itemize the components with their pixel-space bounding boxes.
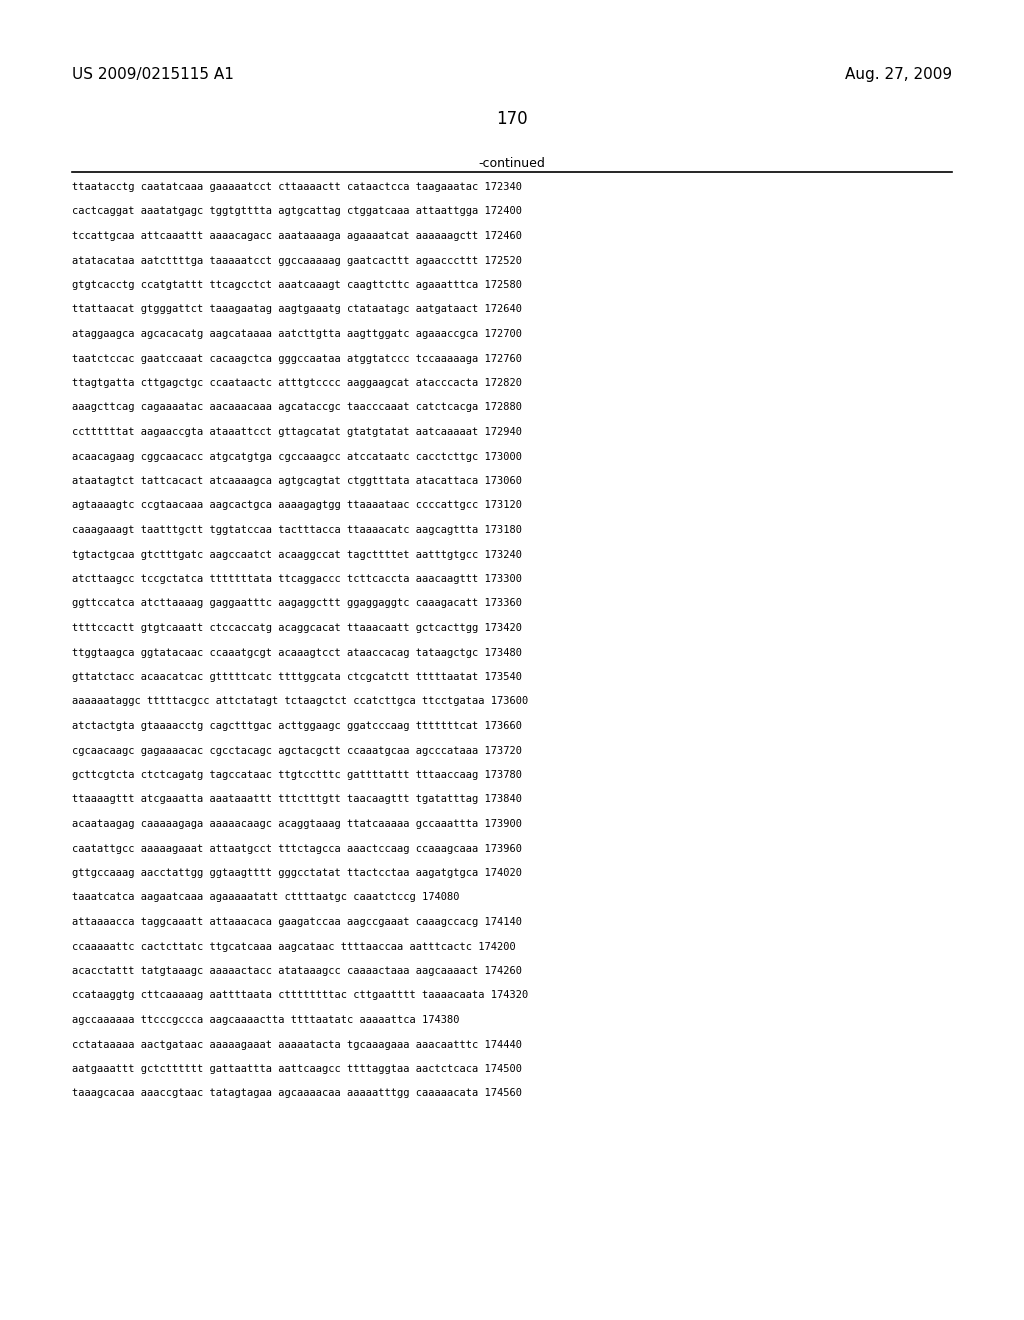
Text: ataggaagca agcacacatg aagcataaaa aatcttgtta aagttggatc agaaaccgca 172700: ataggaagca agcacacatg aagcataaaa aatcttg… <box>72 329 522 339</box>
Text: Aug. 27, 2009: Aug. 27, 2009 <box>845 67 952 82</box>
Text: ggttccatca atcttaaaag gaggaatttc aagaggcttt ggaggaggtc caaagacatt 173360: ggttccatca atcttaaaag gaggaatttc aagaggc… <box>72 598 522 609</box>
Text: gttgccaaag aacctattgg ggtaagtttt gggcctatat ttactcctaa aagatgtgca 174020: gttgccaaag aacctattgg ggtaagtttt gggccta… <box>72 869 522 878</box>
Text: ataatagtct tattcacact atcaaaagca agtgcagtat ctggtttata atacattaca 173060: ataatagtct tattcacact atcaaaagca agtgcag… <box>72 477 522 486</box>
Text: 170: 170 <box>497 110 527 128</box>
Text: cactcaggat aaatatgagc tggtgtttta agtgcattag ctggatcaaa attaattgga 172400: cactcaggat aaatatgagc tggtgtttta agtgcat… <box>72 206 522 216</box>
Text: acacctattt tatgtaaagc aaaaactacc atataaagcc caaaactaaa aagcaaaact 174260: acacctattt tatgtaaagc aaaaactacc atataaa… <box>72 966 522 975</box>
Text: gtgtcacctg ccatgtattt ttcagcctct aaatcaaagt caagttcttc agaaatttca 172580: gtgtcacctg ccatgtattt ttcagcctct aaatcaa… <box>72 280 522 290</box>
Text: ttaatacctg caatatcaaa gaaaaatcct cttaaaactt cataactcca taagaaatac 172340: ttaatacctg caatatcaaa gaaaaatcct cttaaaa… <box>72 182 522 191</box>
Text: US 2009/0215115 A1: US 2009/0215115 A1 <box>72 67 233 82</box>
Text: ttattaacat gtgggattct taaagaatag aagtgaaatg ctataatagc aatgataact 172640: ttattaacat gtgggattct taaagaatag aagtgaa… <box>72 305 522 314</box>
Text: aaagcttcag cagaaaatac aacaaacaaa agcataccgc taacccaaat catctcacga 172880: aaagcttcag cagaaaatac aacaaacaaa agcatac… <box>72 403 522 412</box>
Text: ccaaaaattc cactcttatc ttgcatcaaa aagcataac ttttaaccaa aatttcactc 174200: ccaaaaattc cactcttatc ttgcatcaaa aagcata… <box>72 941 516 952</box>
Text: ttttccactt gtgtcaaatt ctccaccatg acaggcacat ttaaacaatt gctcacttgg 173420: ttttccactt gtgtcaaatt ctccaccatg acaggca… <box>72 623 522 634</box>
Text: gttatctacc acaacatcac gtttttcatc ttttggcata ctcgcatctt tttttaatat 173540: gttatctacc acaacatcac gtttttcatc ttttggc… <box>72 672 522 682</box>
Text: tgtactgcaa gtctttgatc aagccaatct acaaggccat tagcttttet aatttgtgcc 173240: tgtactgcaa gtctttgatc aagccaatct acaaggc… <box>72 549 522 560</box>
Text: ttaaaagttt atcgaaatta aaataaattt tttctttgtt taacaagttt tgatatttag 173840: ttaaaagttt atcgaaatta aaataaattt tttcttt… <box>72 795 522 804</box>
Text: attaaaacca taggcaaatt attaaacaca gaagatccaa aagccgaaat caaagccacg 174140: attaaaacca taggcaaatt attaaacaca gaagatc… <box>72 917 522 927</box>
Text: taaagcacaa aaaccgtaac tatagtagaa agcaaaacaa aaaaatttgg caaaaacata 174560: taaagcacaa aaaccgtaac tatagtagaa agcaaaa… <box>72 1089 522 1098</box>
Text: agccaaaaaa ttcccgccca aagcaaaactta ttttaatatc aaaaattca 174380: agccaaaaaa ttcccgccca aagcaaaactta tttta… <box>72 1015 460 1026</box>
Text: caatattgcc aaaaagaaat attaatgcct tttctagcca aaactccaag ccaaagcaaa 173960: caatattgcc aaaaagaaat attaatgcct tttctag… <box>72 843 522 854</box>
Text: aaaaaataggc tttttacgcc attctatagt tctaagctct ccatcttgca ttcctgataa 173600: aaaaaataggc tttttacgcc attctatagt tctaag… <box>72 697 528 706</box>
Text: acaacagaag cggcaacacc atgcatgtga cgccaaagcc atccataatc cacctcttgc 173000: acaacagaag cggcaacacc atgcatgtga cgccaaa… <box>72 451 522 462</box>
Text: gcttcgtcta ctctcagatg tagccataac ttgtcctttc gattttattt tttaaccaag 173780: gcttcgtcta ctctcagatg tagccataac ttgtcct… <box>72 770 522 780</box>
Text: ccataaggtg cttcaaaaag aattttaata cttttttttac cttgaatttt taaaacaata 174320: ccataaggtg cttcaaaaag aattttaata ctttttt… <box>72 990 528 1001</box>
Text: -continued: -continued <box>478 157 546 170</box>
Text: cctataaaaa aactgataac aaaaagaaat aaaaatacta tgcaaagaaa aaacaatttc 174440: cctataaaaa aactgataac aaaaagaaat aaaaata… <box>72 1040 522 1049</box>
Text: atcttaagcc tccgctatca tttttttata ttcaggaccc tcttcaccta aaacaagttt 173300: atcttaagcc tccgctatca tttttttata ttcagga… <box>72 574 522 583</box>
Text: ttggtaagca ggtatacaac ccaaatgcgt acaaagtcct ataaccacag tataagctgc 173480: ttggtaagca ggtatacaac ccaaatgcgt acaaagt… <box>72 648 522 657</box>
Text: caaagaaagt taatttgctt tggtatccaa tactttacca ttaaaacatc aagcagttta 173180: caaagaaagt taatttgctt tggtatccaa tacttta… <box>72 525 522 535</box>
Text: taatctccac gaatccaaat cacaagctca gggccaataa atggtatccc tccaaaaaga 172760: taatctccac gaatccaaat cacaagctca gggccaa… <box>72 354 522 363</box>
Text: cgcaacaagc gagaaaacac cgcctacagc agctacgctt ccaaatgcaa agcccataaa 173720: cgcaacaagc gagaaaacac cgcctacagc agctacg… <box>72 746 522 755</box>
Text: taaatcatca aagaatcaaa agaaaaatatt cttttaatgc caaatctccg 174080: taaatcatca aagaatcaaa agaaaaatatt ctttta… <box>72 892 460 903</box>
Text: ttagtgatta cttgagctgc ccaataactc atttgtcccc aaggaagcat atacccacta 172820: ttagtgatta cttgagctgc ccaataactc atttgtc… <box>72 378 522 388</box>
Text: ccttttttat aagaaccgta ataaattcct gttagcatat gtatgtatat aatcaaaaat 172940: ccttttttat aagaaccgta ataaattcct gttagca… <box>72 426 522 437</box>
Text: atctactgta gtaaaacctg cagctttgac acttggaagc ggatcccaag tttttttcat 173660: atctactgta gtaaaacctg cagctttgac acttgga… <box>72 721 522 731</box>
Text: aatgaaattt gctctttttt gattaattta aattcaagcc ttttaggtaa aactctcaca 174500: aatgaaattt gctctttttt gattaattta aattcaa… <box>72 1064 522 1074</box>
Text: acaataagag caaaaagaga aaaaacaagc acaggtaaag ttatcaaaaa gccaaattta 173900: acaataagag caaaaagaga aaaaacaagc acaggta… <box>72 818 522 829</box>
Text: atatacataa aatcttttga taaaaatcct ggccaaaaag gaatcacttt agaacccttt 172520: atatacataa aatcttttga taaaaatcct ggccaaa… <box>72 256 522 265</box>
Text: agtaaaagtc ccgtaacaaa aagcactgca aaaagagtgg ttaaaataac ccccattgcc 173120: agtaaaagtc ccgtaacaaa aagcactgca aaaagag… <box>72 500 522 511</box>
Text: tccattgcaa attcaaattt aaaacagacc aaataaaaga agaaaatcat aaaaaagctt 172460: tccattgcaa attcaaattt aaaacagacc aaataaa… <box>72 231 522 242</box>
